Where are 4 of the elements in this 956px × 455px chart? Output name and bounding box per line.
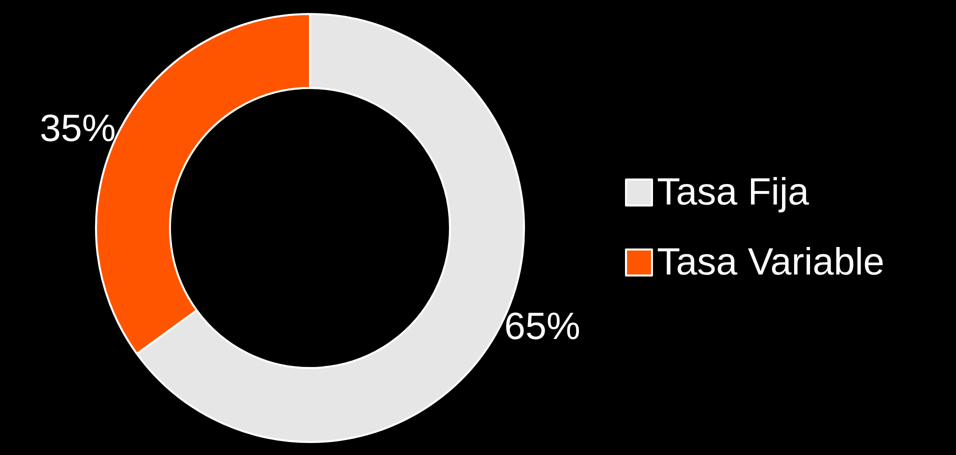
legend-label: Tasa Fija [657, 172, 810, 214]
data-label: 65% [504, 306, 580, 348]
data-label: 35% [40, 108, 116, 150]
legend-label: Tasa Variable [657, 242, 884, 284]
